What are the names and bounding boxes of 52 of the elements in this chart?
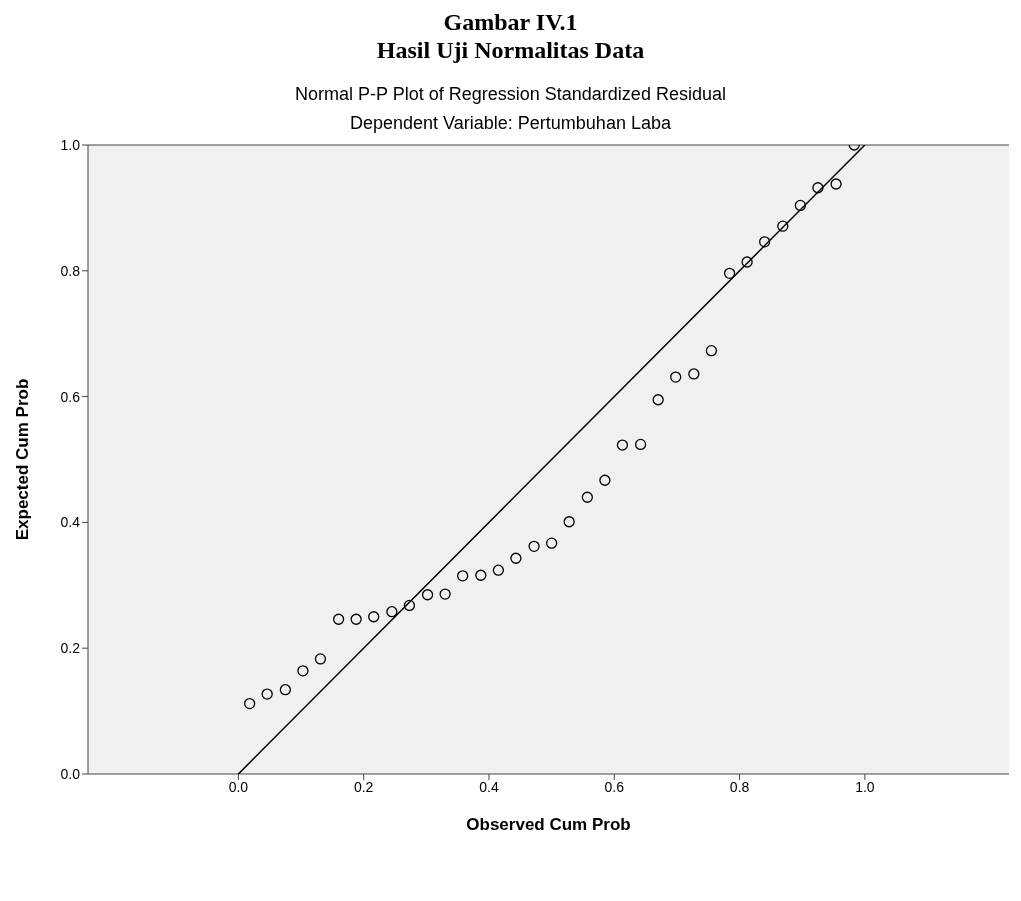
point	[794, 199, 807, 212]
point	[830, 178, 842, 190]
chart-subtitle: Dependent Variable: Pertumbuhan Laba	[349, 113, 672, 134]
point	[421, 589, 434, 601]
y-tick-label: 1.0	[60, 136, 81, 153]
point	[368, 611, 380, 623]
chart-title: Normal P-P Plot of Regression Standardized Residual	[294, 84, 727, 105]
point	[688, 368, 700, 380]
point	[261, 688, 273, 700]
point	[244, 697, 256, 710]
text: Hasil Uji Normalitas Data	[375, 36, 646, 64]
x-tick-label: 0.0	[228, 778, 249, 795]
x-tick-label: 0.2	[353, 778, 374, 795]
point	[563, 516, 575, 528]
point	[386, 606, 398, 618]
point	[581, 491, 593, 503]
point	[528, 540, 540, 552]
point	[279, 684, 292, 696]
y-tick-label: 0.2	[60, 640, 81, 657]
y-tick-label: 0.4	[60, 514, 81, 531]
point	[457, 570, 469, 582]
point	[492, 564, 505, 576]
point	[350, 613, 362, 625]
point	[670, 371, 682, 383]
point	[741, 256, 753, 268]
point	[599, 474, 611, 486]
point	[652, 394, 664, 406]
point	[314, 653, 327, 665]
point	[634, 438, 647, 451]
y-tick-label: 0.8	[60, 262, 81, 279]
y-tick-label: 0.0	[60, 765, 81, 782]
point	[705, 345, 718, 357]
point	[777, 220, 789, 232]
x-tick-label: 0.6	[604, 778, 625, 795]
point	[332, 613, 345, 625]
point	[812, 182, 824, 194]
point	[545, 537, 558, 549]
point	[403, 599, 416, 612]
x-axis-title: Observed Cum Prob	[466, 815, 631, 834]
point	[510, 552, 522, 564]
x-tick-label: 0.4	[479, 778, 499, 795]
x-tick-label: 0.8	[729, 778, 750, 795]
point	[616, 439, 629, 451]
point	[475, 569, 487, 581]
y-axis-title: Expected Cum Prob	[13, 378, 33, 541]
point	[759, 236, 771, 248]
point	[297, 665, 309, 677]
x-tick-label: 1.0	[855, 778, 875, 795]
y-tick-label: 0.6	[60, 388, 81, 405]
point	[723, 267, 736, 279]
point	[439, 588, 451, 600]
text: Gambar IV.1	[442, 8, 579, 36]
